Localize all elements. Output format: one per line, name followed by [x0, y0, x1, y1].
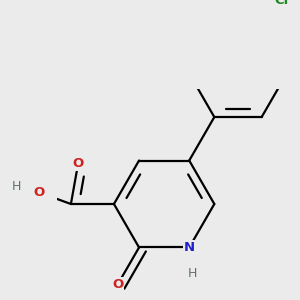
Text: O: O	[34, 186, 45, 199]
Text: O: O	[112, 278, 123, 291]
Text: H: H	[12, 180, 21, 193]
Text: H: H	[188, 267, 197, 280]
Text: N: N	[184, 241, 195, 254]
Text: O: O	[73, 157, 84, 170]
Text: Cl: Cl	[274, 0, 289, 7]
